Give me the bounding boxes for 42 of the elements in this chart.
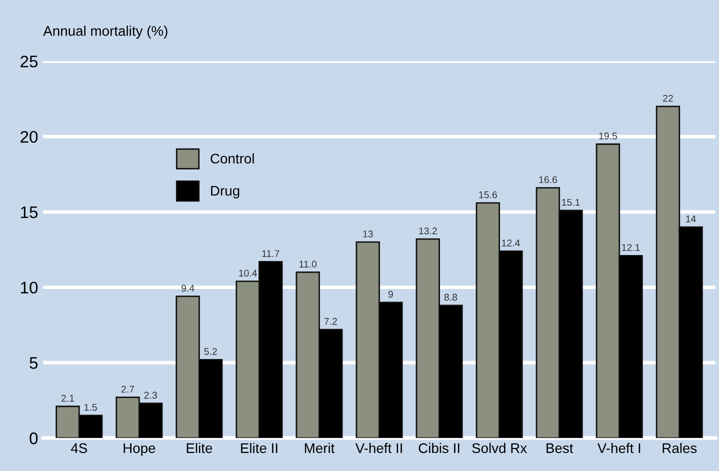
y-tick-label: 10 bbox=[21, 282, 38, 294]
data-label: 14 bbox=[686, 216, 696, 222]
data-label: 8.8 bbox=[444, 294, 458, 301]
data-label: 10.4 bbox=[239, 270, 257, 277]
data-label: 15.6 bbox=[479, 191, 497, 198]
x-tick-label: Rales bbox=[662, 442, 697, 454]
legend-label: Drug bbox=[211, 186, 240, 198]
x-tick-label: Elite II bbox=[241, 442, 278, 454]
data-label: 11.7 bbox=[262, 250, 280, 257]
x-tick-label: Merit bbox=[304, 442, 335, 454]
data-label: 12.4 bbox=[502, 240, 520, 246]
data-label: 19.5 bbox=[599, 132, 618, 140]
data-label: 2.1 bbox=[61, 394, 74, 402]
legend-label: Control bbox=[210, 153, 254, 164]
x-tick-label: V-heft II bbox=[355, 442, 402, 454]
data-label: 2.3 bbox=[144, 392, 157, 399]
data-label: 16.6 bbox=[539, 176, 557, 184]
data-label: 9.4 bbox=[181, 284, 194, 292]
data-label: 13.2 bbox=[419, 227, 437, 234]
x-tick-label: 4S bbox=[70, 443, 88, 454]
y-tick-label: 25 bbox=[20, 56, 38, 68]
y-axis-title: Annual mortality (%) bbox=[43, 26, 168, 39]
x-tick-label: Hope bbox=[124, 443, 156, 456]
x-tick-label: Cibis II bbox=[418, 442, 460, 454]
y-tick-label: 0 bbox=[30, 432, 38, 444]
x-tick-label: Elite bbox=[186, 442, 212, 454]
y-tick-label: 5 bbox=[30, 357, 38, 369]
y-tick-label: 20 bbox=[20, 130, 38, 143]
x-tick-label: Solvd Rx bbox=[472, 442, 527, 454]
data-label: 15.1 bbox=[562, 198, 580, 206]
data-label: 5.2 bbox=[204, 348, 217, 355]
data-label: 7.2 bbox=[324, 318, 337, 325]
x-tick-label: V-heft I bbox=[597, 442, 640, 454]
data-label: 1.5 bbox=[84, 404, 97, 411]
data-label: 13 bbox=[363, 230, 373, 238]
data-label: 22 bbox=[663, 94, 673, 102]
x-tick-label: Best bbox=[546, 443, 574, 454]
data-label: 12.1 bbox=[622, 244, 640, 251]
data-label: 9 bbox=[388, 290, 393, 298]
data-label: 11.0 bbox=[299, 260, 317, 268]
data-label: 2.7 bbox=[122, 386, 134, 393]
y-tick-label: 15 bbox=[21, 206, 38, 218]
